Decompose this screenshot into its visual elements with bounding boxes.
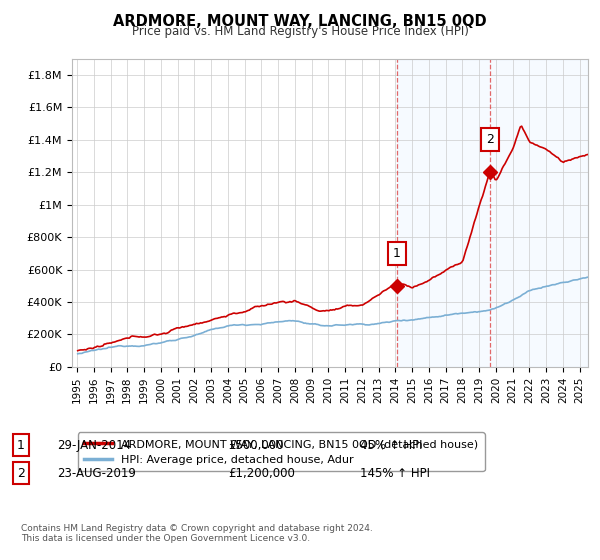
Text: 1: 1	[393, 247, 401, 260]
Text: 2: 2	[17, 466, 25, 480]
Text: £1,200,000: £1,200,000	[228, 466, 295, 480]
Bar	[397, 59, 588, 367]
Text: 1: 1	[17, 438, 25, 452]
Text: 145% ↑ HPI: 145% ↑ HPI	[360, 466, 430, 480]
Text: 2: 2	[486, 133, 494, 146]
Text: Price paid vs. HM Land Registry's House Price Index (HPI): Price paid vs. HM Land Registry's House …	[131, 25, 469, 38]
Legend: ARDMORE, MOUNT WAY, LANCING, BN15 0QD (detached house), HPI: Average price, deta: ARDMORE, MOUNT WAY, LANCING, BN15 0QD (d…	[77, 432, 485, 472]
Text: 23-AUG-2019: 23-AUG-2019	[57, 466, 136, 480]
Text: £500,000: £500,000	[228, 438, 284, 452]
Text: ARDMORE, MOUNT WAY, LANCING, BN15 0QD: ARDMORE, MOUNT WAY, LANCING, BN15 0QD	[113, 14, 487, 29]
Text: 45% ↑ HPI: 45% ↑ HPI	[360, 438, 422, 452]
Text: 29-JAN-2014: 29-JAN-2014	[57, 438, 131, 452]
Text: Contains HM Land Registry data © Crown copyright and database right 2024.
This d: Contains HM Land Registry data © Crown c…	[21, 524, 373, 543]
